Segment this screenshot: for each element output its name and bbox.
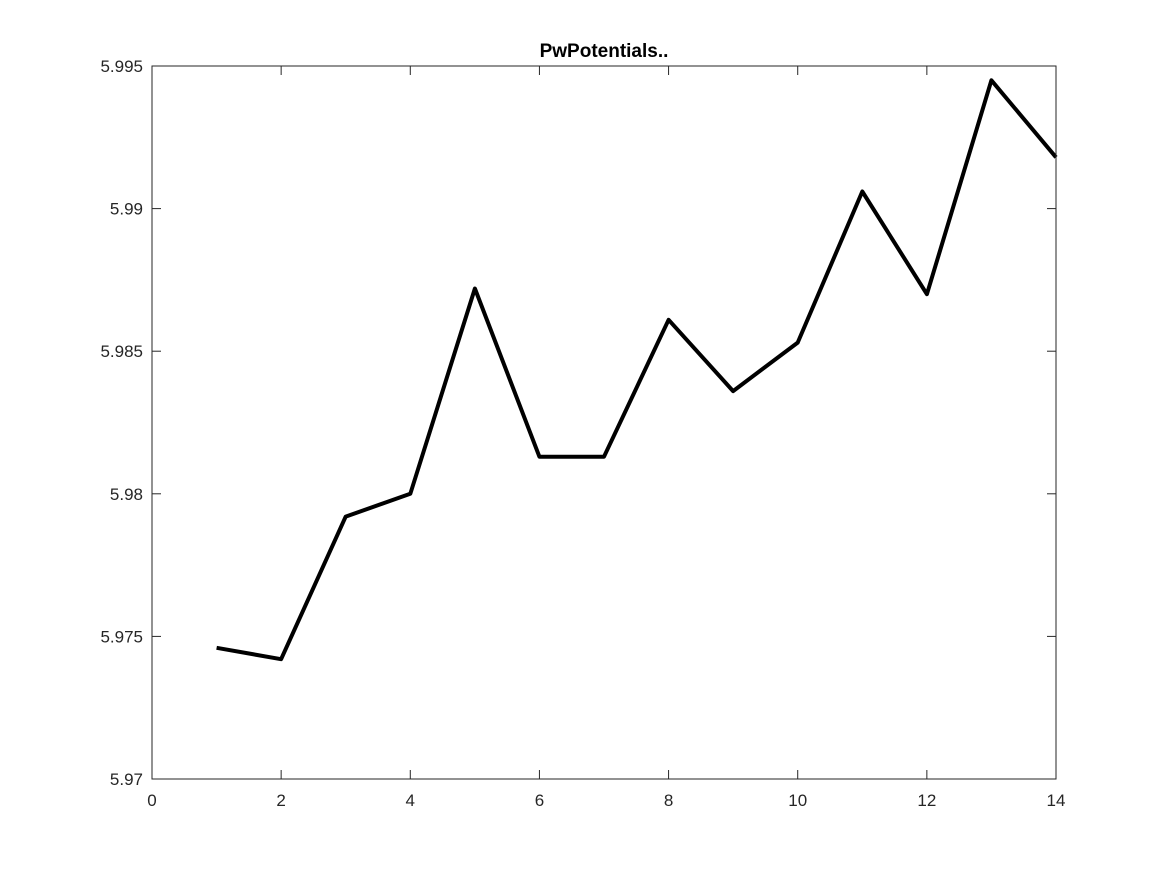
chart-title: PwPotentials..: [540, 41, 669, 62]
x-tick-label: 8: [664, 791, 673, 810]
y-tick-label: 5.98: [110, 485, 143, 504]
x-tick-label: 12: [917, 791, 936, 810]
x-tick-label: 2: [276, 791, 285, 810]
x-tick-label: 6: [535, 791, 544, 810]
y-tick-label: 5.985: [100, 342, 143, 361]
series-layer: [216, 78, 1058, 662]
plot-area: [152, 66, 1056, 779]
x-tick-label: 10: [788, 791, 807, 810]
x-tick-label: 4: [406, 791, 415, 810]
series-line: [216, 78, 1058, 662]
y-tick-label: 5.97: [110, 770, 143, 789]
y-axis: 5.97 5.975 5.98 5.985 5.99 5.995: [100, 57, 1056, 789]
plot-frame: [151, 65, 1057, 780]
x-tick-label: 14: [1047, 791, 1066, 810]
y-tick-label: 5.995: [100, 57, 143, 76]
y-tick-label: 5.99: [110, 200, 143, 219]
y-tick-label: 5.975: [100, 627, 143, 646]
x-tick-label: 0: [147, 791, 156, 810]
